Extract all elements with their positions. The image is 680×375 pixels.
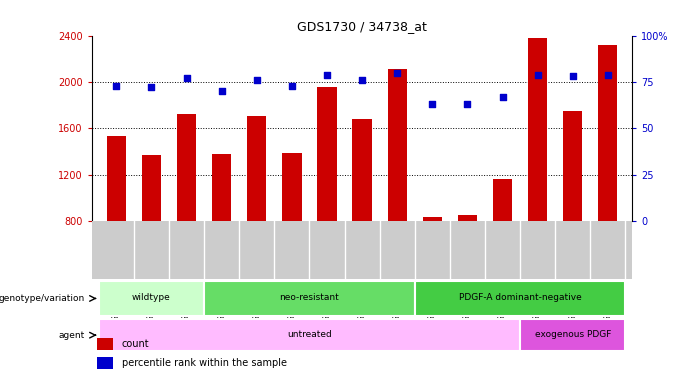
Bar bbox=[528, 38, 547, 221]
Point bbox=[392, 70, 403, 76]
Bar bbox=[458, 215, 477, 221]
Title: GDS1730 / 34738_at: GDS1730 / 34738_at bbox=[297, 20, 427, 33]
Point bbox=[252, 77, 262, 83]
Bar bbox=[212, 154, 231, 221]
Bar bbox=[97, 338, 114, 350]
Bar bbox=[282, 153, 301, 221]
Bar bbox=[598, 45, 617, 221]
Text: PDGF-A dominant-negative: PDGF-A dominant-negative bbox=[459, 293, 581, 302]
Bar bbox=[97, 357, 114, 369]
Text: neo-resistant: neo-resistant bbox=[279, 293, 339, 302]
Bar bbox=[142, 155, 161, 221]
Bar bbox=[352, 119, 372, 221]
Text: percentile rank within the sample: percentile rank within the sample bbox=[122, 358, 286, 368]
Bar bbox=[415, 281, 626, 316]
Bar bbox=[520, 320, 626, 351]
Text: count: count bbox=[122, 339, 149, 349]
Point bbox=[111, 82, 122, 88]
Bar bbox=[247, 116, 267, 221]
Bar bbox=[177, 114, 197, 221]
Bar bbox=[204, 281, 415, 316]
Bar bbox=[423, 217, 442, 221]
Bar bbox=[99, 320, 520, 351]
Text: genotype/variation: genotype/variation bbox=[0, 294, 85, 303]
Text: agent: agent bbox=[58, 331, 85, 340]
Point bbox=[216, 88, 227, 94]
Point bbox=[602, 72, 613, 78]
Point bbox=[462, 101, 473, 107]
Text: untreated: untreated bbox=[287, 330, 332, 339]
Bar bbox=[388, 69, 407, 221]
Text: wildtype: wildtype bbox=[132, 293, 171, 302]
Point bbox=[427, 101, 438, 107]
Point bbox=[286, 82, 297, 88]
Bar bbox=[318, 87, 337, 221]
Bar bbox=[107, 136, 126, 221]
Point bbox=[322, 72, 333, 78]
Point bbox=[567, 74, 578, 80]
Text: exogenous PDGF: exogenous PDGF bbox=[534, 330, 611, 339]
Bar bbox=[493, 179, 512, 221]
Point bbox=[181, 75, 192, 81]
Bar bbox=[99, 281, 204, 316]
Point bbox=[497, 94, 508, 100]
Point bbox=[532, 72, 543, 78]
Bar bbox=[563, 111, 582, 221]
Point bbox=[356, 77, 367, 83]
Point bbox=[146, 84, 157, 90]
